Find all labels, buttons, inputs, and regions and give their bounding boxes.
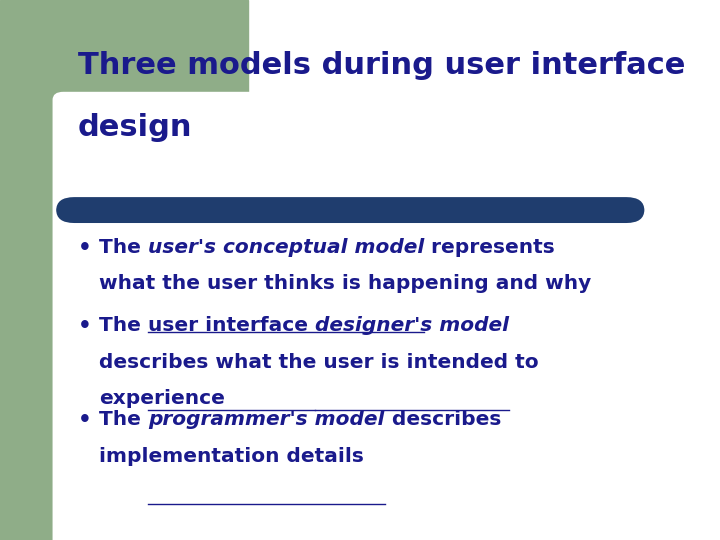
Text: The: The: [99, 238, 148, 256]
Text: designer's model: designer's model: [315, 316, 509, 335]
Text: implementation details: implementation details: [99, 447, 364, 466]
Text: •: •: [78, 316, 91, 336]
FancyBboxPatch shape: [53, 92, 720, 540]
Bar: [63, 0, 248, 113]
Text: •: •: [78, 410, 91, 430]
FancyBboxPatch shape: [56, 197, 644, 223]
Text: describes what the user is intended to: describes what the user is intended to: [99, 353, 539, 372]
Text: describes: describes: [384, 410, 501, 429]
Text: design: design: [78, 113, 192, 143]
Text: programmer's model: programmer's model: [148, 410, 384, 429]
Bar: [0, 0, 63, 540]
Text: user interface: user interface: [148, 316, 315, 335]
Text: what the user thinks is happening and why: what the user thinks is happening and wh…: [99, 274, 592, 293]
Text: The: The: [99, 410, 148, 429]
Text: represents: represents: [425, 238, 555, 256]
Text: user's conceptual model: user's conceptual model: [148, 238, 425, 256]
Text: The: The: [99, 316, 148, 335]
Text: •: •: [78, 238, 91, 258]
Text: Three models during user interface: Three models during user interface: [78, 51, 685, 80]
Text: experience: experience: [99, 389, 225, 408]
